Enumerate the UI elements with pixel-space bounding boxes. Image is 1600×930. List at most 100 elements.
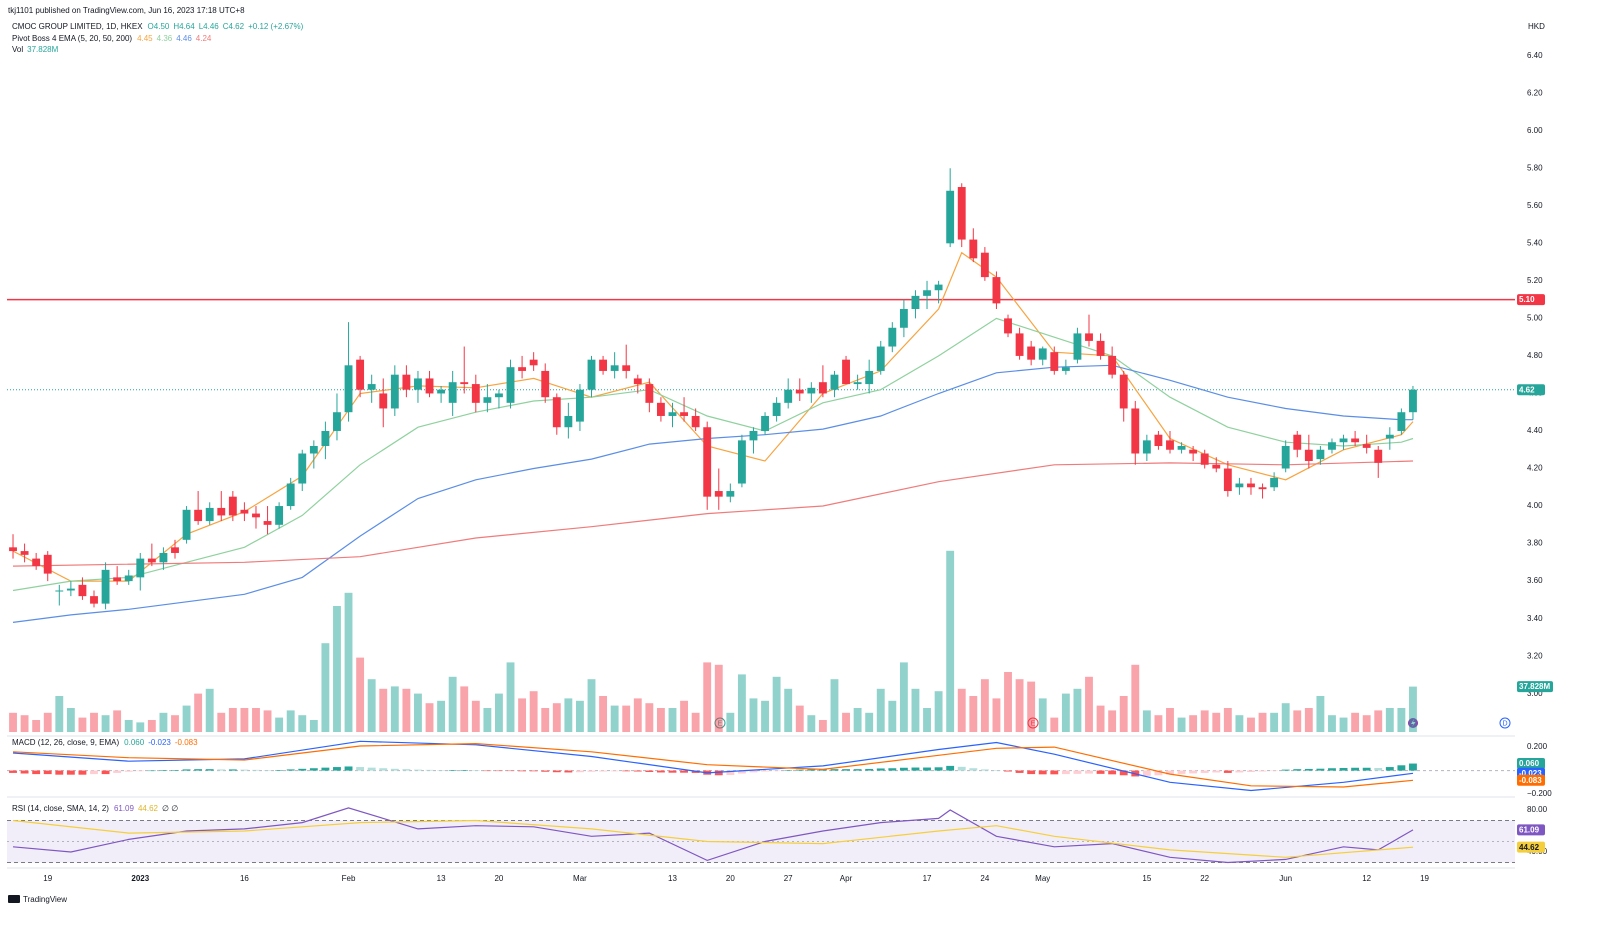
volume-bar — [552, 703, 561, 732]
macd-histogram-bar — [78, 770, 87, 775]
candle-body — [1119, 374, 1128, 409]
volume-bar — [518, 698, 527, 732]
macd-histogram-bar — [1339, 767, 1348, 771]
candle-body — [668, 412, 677, 416]
x-tick-label: 13 — [437, 874, 446, 883]
event-circle[interactable] — [714, 717, 726, 729]
volume-bar — [587, 679, 596, 732]
candle-body — [1015, 333, 1024, 356]
candle-body — [865, 370, 874, 385]
volume-bar — [946, 550, 955, 732]
y-tick-label: 4.20 — [1527, 464, 1543, 473]
volume-bar — [1385, 708, 1394, 732]
macd-histogram-bar — [1223, 770, 1232, 773]
candle-body — [1189, 449, 1198, 454]
volume-bar — [899, 662, 908, 732]
macd-histogram-bar — [1061, 770, 1070, 775]
candle-body — [1004, 318, 1012, 334]
y-tick-label: 6.00 — [1527, 126, 1543, 135]
macd-histogram-bar — [772, 770, 781, 772]
macd-histogram-bar — [228, 769, 237, 771]
ohlc-change: +0.12 (+2.67%) — [248, 22, 303, 31]
y-tick-label: 4.40 — [1527, 426, 1543, 435]
volume-bar — [1166, 708, 1174, 732]
volume-bar — [1085, 676, 1093, 732]
macd-histogram-bar — [1004, 770, 1012, 772]
event-marker[interactable]: D — [1499, 717, 1511, 729]
volume-bar — [1177, 717, 1186, 732]
macd-histogram-bar — [1270, 770, 1279, 772]
candle-body — [923, 290, 931, 296]
volume-title: Vol — [12, 45, 23, 54]
event-circle[interactable] — [1027, 717, 1039, 729]
candle-body — [714, 491, 723, 497]
event-label[interactable]: E — [718, 720, 723, 727]
event-label[interactable]: E — [1031, 720, 1036, 727]
macd-histogram-bar — [275, 769, 284, 771]
volume-bar — [495, 693, 503, 732]
volume-bar — [1212, 712, 1221, 732]
volume-bar — [1015, 679, 1024, 732]
y-tick-label: 3.20 — [1527, 651, 1543, 660]
macd-histogram-bar — [552, 770, 561, 773]
macd-histogram-bar — [587, 770, 596, 772]
event-label[interactable]: D — [1502, 720, 1507, 727]
volume-bar — [737, 674, 746, 732]
candle-body — [575, 389, 584, 422]
volume-bar — [379, 688, 388, 732]
macd-histogram-bar — [784, 770, 793, 771]
y-tick-label: 5.60 — [1527, 201, 1543, 210]
indicator-line — [12, 819, 1414, 858]
event-marker[interactable]: E — [714, 717, 726, 729]
candle-body — [298, 453, 307, 484]
candle-body — [1131, 408, 1140, 454]
last-price-box — [1517, 384, 1545, 396]
macd-histogram-bar — [124, 770, 133, 772]
candle-body — [124, 575, 133, 582]
candle-body — [1385, 434, 1394, 439]
macd-histogram-bar — [992, 770, 1001, 771]
ema-value: 4.24 — [196, 34, 212, 43]
candle-body — [772, 402, 781, 416]
candle-body — [761, 415, 769, 431]
macd-histogram-bar — [1212, 770, 1221, 773]
event-marker[interactable]: E — [1027, 717, 1039, 729]
macd-histogram-bar — [205, 769, 214, 771]
candle-body — [749, 430, 758, 441]
last-price-label: 4.62 — [1519, 385, 1535, 394]
candle-body — [90, 596, 98, 604]
candle-body — [1270, 477, 1279, 488]
macd-histogram-bar — [425, 769, 434, 771]
volume-bar — [171, 715, 179, 732]
candle-body — [1166, 440, 1174, 450]
volume-bar — [691, 712, 700, 732]
volume-bar — [1027, 681, 1036, 732]
volume-bar — [78, 717, 87, 732]
macd-histogram-bar — [1328, 768, 1336, 771]
y-tick-label: −0.200 — [1527, 789, 1552, 798]
event-circle[interactable] — [1499, 717, 1511, 729]
macd-histogram-bar — [923, 767, 931, 771]
candle-body — [20, 551, 29, 555]
volume-bar — [633, 698, 642, 732]
candle-body — [506, 367, 515, 403]
macd-histogram-bar — [1316, 768, 1325, 771]
ohlc-low: L4.46 — [199, 22, 220, 31]
volume-bar — [298, 715, 307, 732]
volume-bar — [761, 700, 769, 732]
footer-logo — [8, 895, 20, 903]
macd-histogram-bar — [1281, 769, 1290, 771]
macd-histogram-bar — [1189, 770, 1198, 774]
volume-bar — [1142, 710, 1151, 732]
y-tick-label: 3.00 — [1527, 689, 1543, 698]
volume-bar — [1004, 672, 1012, 732]
rsi-box — [1517, 841, 1545, 853]
volume-bar — [425, 703, 434, 732]
candle-body — [43, 554, 52, 574]
volume-bar — [541, 708, 550, 732]
ema-value: 4.45 — [137, 34, 153, 43]
volume-bar — [1235, 715, 1244, 732]
macd-histogram-bar — [252, 769, 260, 771]
ema-value: 4.46 — [176, 34, 192, 43]
macd-histogram-bar — [1409, 763, 1417, 771]
